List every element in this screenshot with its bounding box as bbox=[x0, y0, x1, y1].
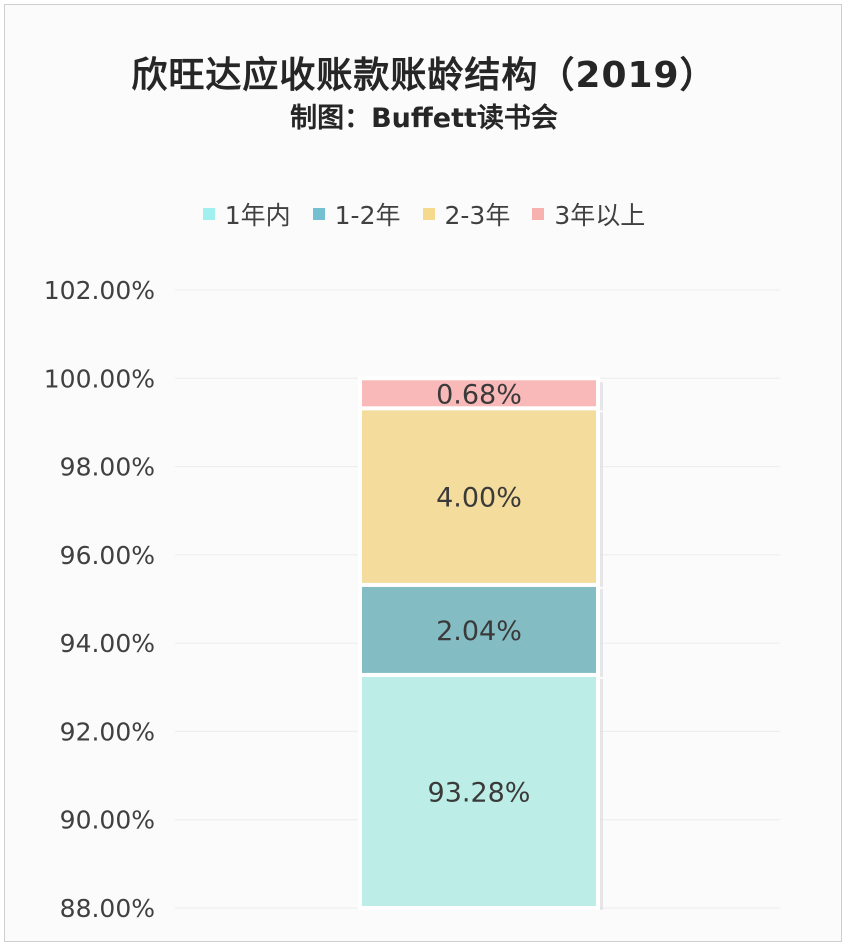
y-tick-label: 88.00% bbox=[60, 894, 155, 923]
legend-label: 1年内 bbox=[224, 201, 291, 230]
y-tick-label: 92.00% bbox=[60, 717, 155, 746]
data-label: 93.28% bbox=[428, 777, 531, 808]
data-label: 0.68% bbox=[436, 379, 522, 410]
legend-label: 1-2年 bbox=[334, 201, 401, 230]
legend-item-2-3nian: 2-3年 bbox=[422, 196, 511, 232]
bar-segment bbox=[358, 582, 600, 677]
legend-swatch bbox=[422, 208, 435, 220]
legend-item-3nian-plus: 3年以上 bbox=[532, 196, 645, 232]
chart-subtitle: 制图：Buffett读书会 bbox=[290, 103, 558, 134]
bar-segment bbox=[358, 406, 600, 587]
legend-label: 3年以上 bbox=[554, 201, 646, 230]
y-tick-label: 94.00% bbox=[60, 629, 155, 658]
y-tick-label: 102.00% bbox=[44, 276, 155, 305]
bar-segment bbox=[358, 672, 600, 910]
legend-item-1-2nian: 1-2年 bbox=[312, 196, 401, 232]
y-tick-label: 98.00% bbox=[60, 453, 155, 482]
data-label: 4.00% bbox=[436, 483, 522, 514]
bar-segment bbox=[358, 376, 600, 411]
chart-title: 欣旺达应收账款账龄结构（2019） bbox=[131, 55, 717, 96]
y-tick-label: 90.00% bbox=[60, 806, 155, 835]
legend-item-1nian: 1年内 bbox=[202, 196, 291, 232]
legend-swatch bbox=[532, 208, 545, 220]
legend-label: 2-3年 bbox=[444, 201, 511, 230]
y-tick-label: 96.00% bbox=[60, 541, 155, 570]
chart-legend: 1年内 1-2年 2-3年 3年以上 bbox=[0, 196, 848, 232]
legend-swatch bbox=[202, 208, 215, 220]
data-label: 2.04% bbox=[436, 616, 522, 647]
y-tick-label: 100.00% bbox=[44, 364, 155, 393]
legend-swatch bbox=[312, 208, 325, 220]
